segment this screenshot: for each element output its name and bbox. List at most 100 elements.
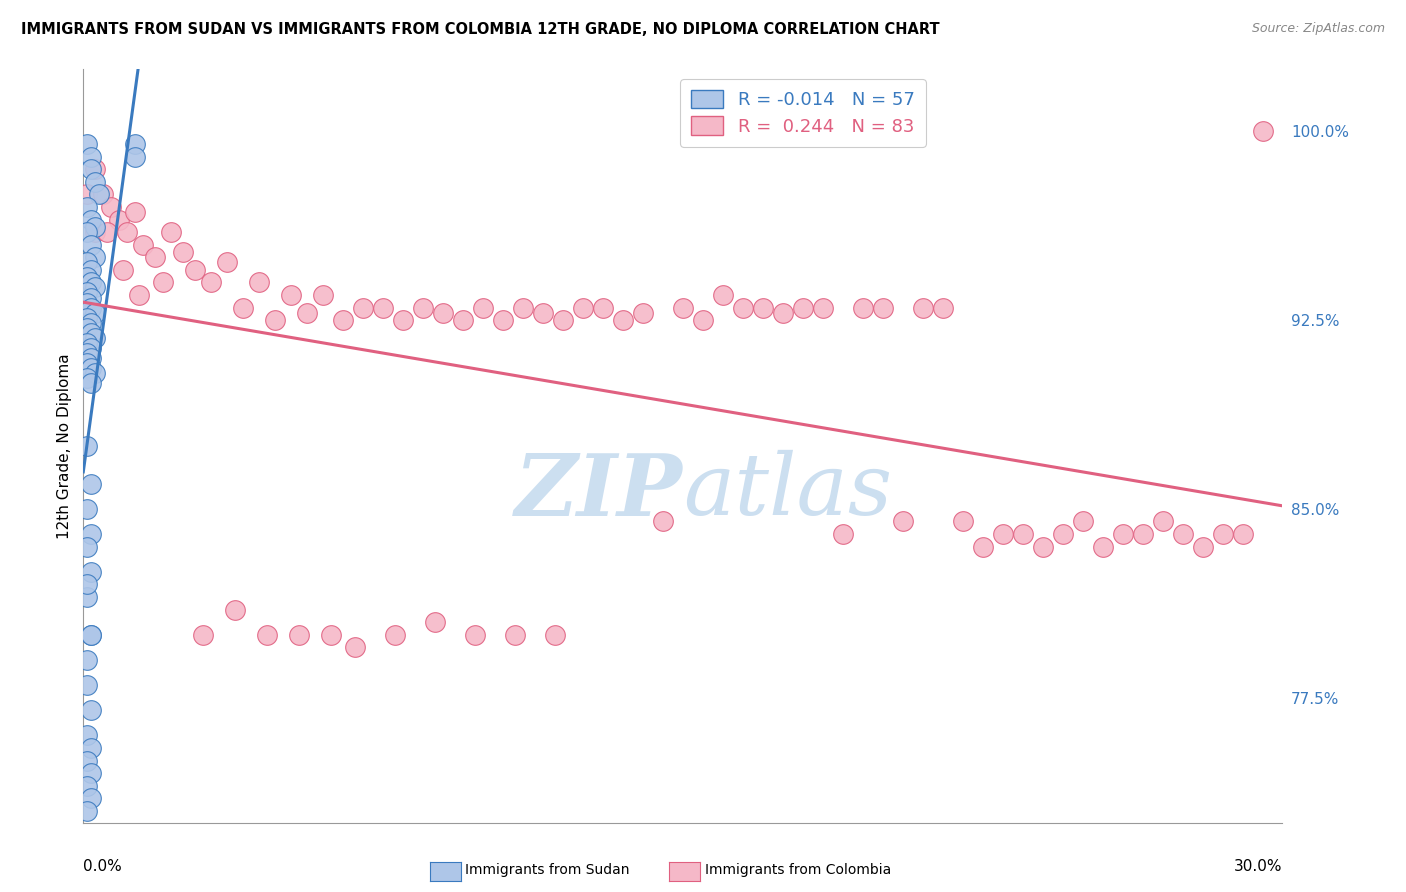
Point <box>80 361 103 376</box>
Point <box>371 301 394 315</box>
Text: Immigrants from Colombia: Immigrants from Colombia <box>706 863 891 877</box>
Point <box>80 628 103 642</box>
Point <box>217 255 239 269</box>
Point <box>423 615 446 629</box>
Point <box>152 276 174 290</box>
Point <box>76 678 98 692</box>
Point <box>280 288 302 302</box>
Point <box>80 291 103 305</box>
Point <box>247 276 270 290</box>
Point <box>472 301 495 315</box>
Text: 0.0%: 0.0% <box>83 859 122 874</box>
Point <box>76 439 98 453</box>
Point <box>80 341 103 355</box>
Point <box>412 301 434 315</box>
Text: atlas: atlas <box>683 450 891 533</box>
Point <box>264 313 287 327</box>
Point <box>384 628 406 642</box>
Point <box>752 301 775 315</box>
Point <box>256 628 278 642</box>
Point <box>295 305 318 319</box>
Point <box>76 754 98 768</box>
Point <box>464 628 486 642</box>
Point <box>84 250 107 264</box>
Point <box>772 305 794 319</box>
Point <box>1052 527 1074 541</box>
Point <box>692 313 714 327</box>
Point <box>711 288 734 302</box>
Point <box>80 741 103 756</box>
Point <box>80 316 103 330</box>
Point <box>451 313 474 327</box>
Text: Source: ZipAtlas.com: Source: ZipAtlas.com <box>1251 22 1385 36</box>
Point <box>592 301 614 315</box>
Point <box>91 187 114 202</box>
Text: ZIP: ZIP <box>515 450 683 533</box>
Point <box>1111 527 1133 541</box>
Point <box>80 565 103 579</box>
Point <box>631 305 654 319</box>
Point <box>84 331 107 345</box>
Point <box>100 200 122 214</box>
Point <box>76 728 98 742</box>
Point <box>1212 527 1234 541</box>
Point <box>811 301 834 315</box>
Point <box>76 577 98 591</box>
Point <box>80 476 103 491</box>
Point <box>911 301 934 315</box>
Point <box>76 310 98 325</box>
Point <box>321 628 343 642</box>
Point <box>1091 540 1114 554</box>
Point <box>76 804 98 818</box>
Point <box>891 515 914 529</box>
Point <box>792 301 814 315</box>
Point <box>143 250 166 264</box>
Point <box>288 628 311 642</box>
Point <box>84 175 107 189</box>
Text: Immigrants from Sudan: Immigrants from Sudan <box>465 863 630 877</box>
Point <box>432 305 454 319</box>
Point <box>1132 527 1154 541</box>
Point <box>852 301 875 315</box>
Point <box>80 628 103 642</box>
Point <box>84 162 107 177</box>
Point <box>80 766 103 780</box>
Point <box>96 225 118 239</box>
Point <box>132 237 155 252</box>
Point <box>80 351 103 365</box>
Point <box>76 346 98 360</box>
Point <box>76 295 98 310</box>
Point <box>200 276 222 290</box>
Point <box>80 326 103 340</box>
Point <box>80 263 103 277</box>
Point <box>544 628 567 642</box>
Point <box>531 305 554 319</box>
Point <box>108 212 131 227</box>
Point <box>124 150 146 164</box>
Point <box>1011 527 1033 541</box>
Y-axis label: 12th Grade, No Diploma: 12th Grade, No Diploma <box>58 353 72 539</box>
Point <box>332 313 354 327</box>
Point <box>80 162 103 177</box>
Text: 30.0%: 30.0% <box>1234 859 1282 874</box>
Point <box>89 187 111 202</box>
Point <box>84 280 107 294</box>
Point <box>551 313 574 327</box>
Point <box>112 263 135 277</box>
Point <box>76 502 98 516</box>
Point <box>1171 527 1194 541</box>
Point <box>124 136 146 151</box>
Point <box>80 301 103 315</box>
Point <box>80 376 103 390</box>
Point <box>76 187 98 202</box>
Point <box>76 320 98 334</box>
Point <box>232 301 254 315</box>
Point <box>731 301 754 315</box>
Point <box>76 225 98 239</box>
Point <box>612 313 634 327</box>
Point <box>1232 527 1254 541</box>
Point <box>76 540 98 554</box>
Point <box>117 225 139 239</box>
Point <box>572 301 595 315</box>
Point <box>84 305 107 319</box>
